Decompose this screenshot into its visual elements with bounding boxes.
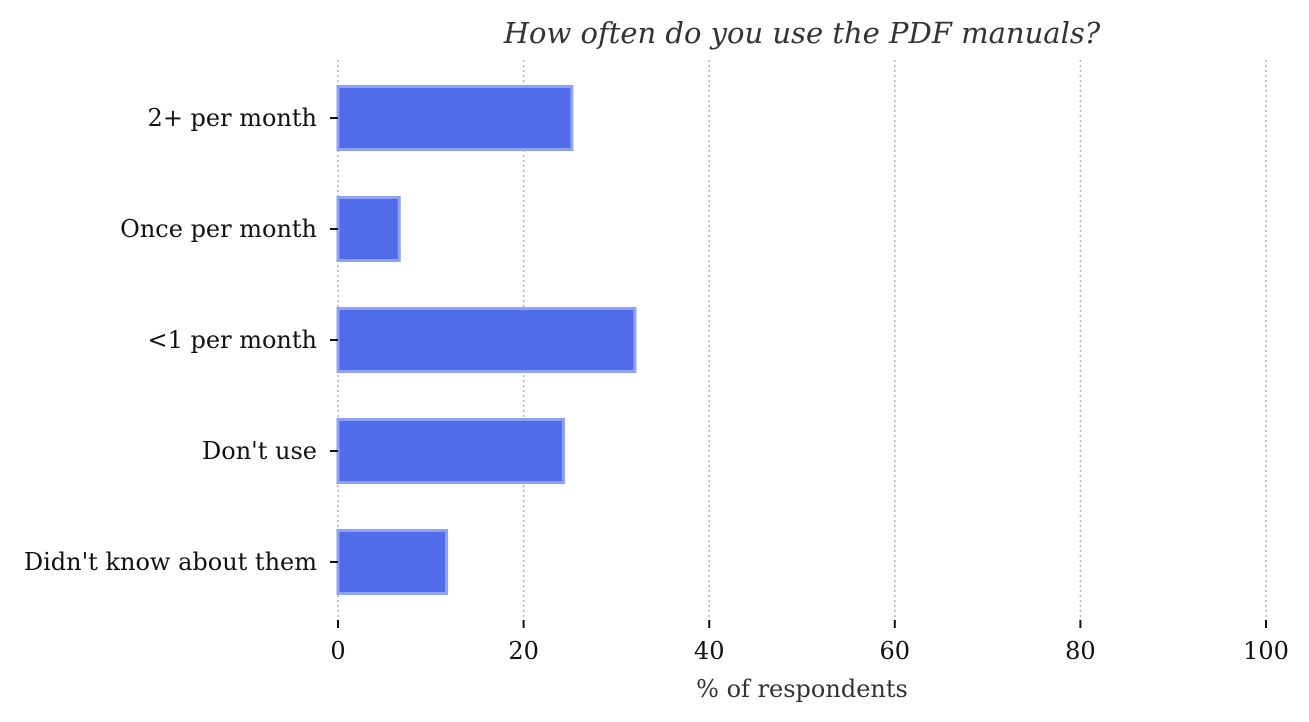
x-axis-ticks: 0 20 40 60 80 100 [330,620,1289,665]
y-tick-label: 2+ per month [148,104,317,132]
y-tick-label: <1 per month [148,326,317,354]
bar [336,307,637,373]
x-tick-label: 100 [1243,637,1289,665]
y-tick-label: Don't use [202,437,317,465]
y-tick-label: Once per month [120,215,317,243]
x-tick-label: 60 [880,637,911,665]
y-tick-label: Didn't know about them [24,548,317,576]
chart-title: How often do you use the PDF manuals? [503,16,1101,50]
bar [336,85,574,151]
bar [336,196,401,262]
x-tick-label: 0 [330,637,345,665]
bar [336,418,566,484]
x-axis-label: % of respondents [696,675,908,703]
x-tick-label: 80 [1065,637,1096,665]
y-axis-ticks: 2+ per month Once per month <1 per month Do… [24,104,338,576]
x-tick-label: 20 [508,637,539,665]
x-tick-label: 40 [694,637,725,665]
bar [336,529,449,595]
bars [336,85,637,595]
